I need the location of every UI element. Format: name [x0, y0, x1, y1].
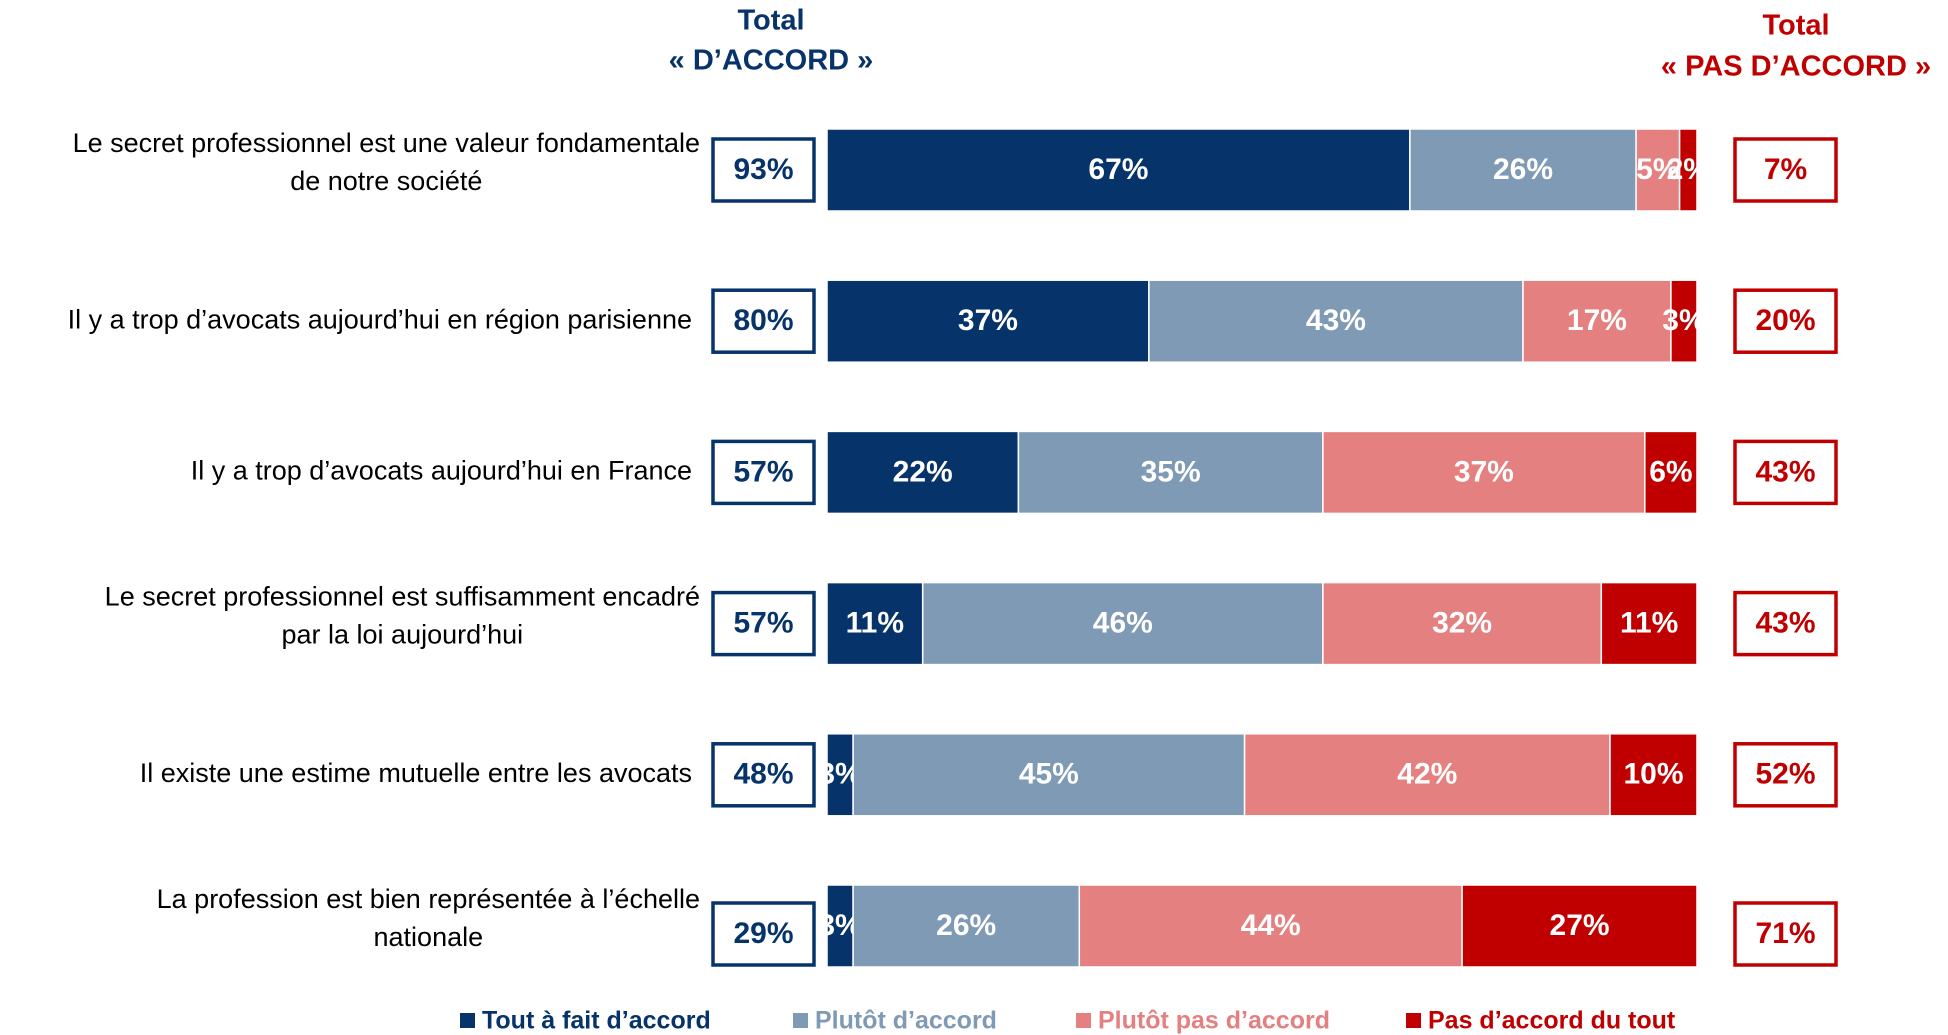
bar-segment — [1522, 279, 1672, 363]
bar-segment — [1322, 430, 1646, 515]
bar-segment — [1635, 128, 1681, 212]
total-label: 29% — [733, 917, 793, 950]
total-label: 20% — [1755, 304, 1815, 337]
bar-label: 37% — [958, 304, 1018, 337]
total-box — [711, 742, 816, 808]
bar-label: 5% — [1636, 153, 1679, 186]
total-box — [711, 901, 816, 967]
category-label: Le secret professionnel est une valeur f… — [73, 128, 700, 158]
legend-swatch — [793, 1013, 808, 1028]
bar-segment — [826, 581, 924, 666]
bar-segment — [852, 733, 1246, 817]
legend-swatch — [1076, 1013, 1091, 1028]
total-label: 93% — [733, 153, 793, 186]
bar-segment — [1670, 279, 1698, 363]
total-box — [1733, 590, 1838, 657]
legend-label: Plutôt pas d’accord — [1098, 1007, 1330, 1035]
bar-label: 44% — [1241, 909, 1301, 942]
bar-label: 35% — [1141, 455, 1201, 488]
total-box — [711, 137, 816, 203]
bar-segment — [826, 128, 1411, 212]
bar-segment — [1017, 430, 1324, 515]
legend-label: Plutôt d’accord — [815, 1007, 997, 1035]
total-label: 57% — [733, 607, 793, 640]
bar-segment — [1678, 128, 1698, 212]
bar-label: 67% — [1088, 153, 1148, 186]
bar-label: 11% — [846, 607, 904, 640]
bar-label: 22% — [893, 455, 953, 488]
bar-segment — [826, 733, 854, 817]
total-label: 52% — [1755, 758, 1815, 791]
bar-label: 32% — [1432, 607, 1492, 640]
bar-label: 26% — [936, 909, 996, 942]
total-label: 57% — [733, 455, 793, 488]
total-box — [1733, 288, 1838, 354]
total-box — [1733, 742, 1838, 808]
bar-label: 42% — [1397, 758, 1457, 791]
bar-segment — [1461, 884, 1698, 968]
legend-label: Tout à fait d’accord — [482, 1007, 711, 1035]
bar-segment — [852, 884, 1081, 968]
agree-subtitle: « D’ACCORD » — [669, 45, 874, 77]
bar-label: 45% — [1019, 758, 1079, 791]
category-label: par la loi aujourd’hui — [282, 620, 524, 650]
bar-label: 3% — [1662, 304, 1705, 337]
total-label: 43% — [1755, 455, 1815, 488]
disagree-title: Total — [1762, 10, 1829, 42]
category-label: Il y a trop d’avocats aujourd’hui en Fra… — [191, 456, 692, 486]
total-label: 43% — [1755, 607, 1815, 640]
total-box — [1733, 439, 1838, 506]
total-label: 71% — [1755, 917, 1815, 950]
bar-segment — [1609, 733, 1698, 817]
category-label: Il y a trop d’avocats aujourd’hui en rég… — [68, 304, 692, 334]
total-box — [1733, 137, 1838, 203]
bar-label: 43% — [1306, 304, 1366, 337]
category-label: Le secret professionnel est suffisamment… — [105, 582, 700, 612]
bar-segment — [826, 884, 854, 968]
bar-label: 26% — [1493, 153, 1553, 186]
bar-label: 10% — [1623, 758, 1683, 791]
total-box — [711, 439, 816, 506]
total-box — [1733, 901, 1838, 967]
bar-label: 17% — [1567, 304, 1627, 337]
disagree-subtitle: « PAS D’ACCORD » — [1661, 51, 1931, 83]
category-label: nationale — [374, 922, 484, 952]
bar-label: 6% — [1649, 455, 1692, 488]
category-label: de notre société — [290, 166, 482, 196]
legend-swatch — [1406, 1013, 1421, 1028]
bar-segment — [1409, 128, 1637, 212]
bar-segment — [1078, 884, 1463, 968]
total-label: 7% — [1764, 153, 1807, 186]
category-label: La profession est bien représentée à l’é… — [157, 884, 700, 914]
bar-label: 2% — [1667, 153, 1710, 186]
legend-swatch — [460, 1013, 475, 1028]
bar-segment — [826, 279, 1150, 363]
bar-label: 11% — [1620, 607, 1678, 640]
bar-segment — [1148, 279, 1524, 363]
bar-label: 46% — [1093, 607, 1153, 640]
total-label: 48% — [733, 758, 793, 791]
bar-segment — [1600, 581, 1698, 666]
agree-title: Total — [737, 5, 804, 37]
bar-segment — [826, 430, 1020, 515]
total-box — [711, 590, 816, 657]
total-box — [711, 288, 816, 354]
bar-label: 37% — [1454, 455, 1514, 488]
category-label: Il existe une estime mutuelle entre les … — [140, 758, 692, 788]
bar-segment — [1644, 430, 1698, 515]
bar-segment — [1243, 733, 1611, 817]
total-label: 80% — [733, 304, 793, 337]
legend-label: Pas d’accord du tout — [1428, 1007, 1676, 1035]
bar-label: 27% — [1550, 909, 1610, 942]
